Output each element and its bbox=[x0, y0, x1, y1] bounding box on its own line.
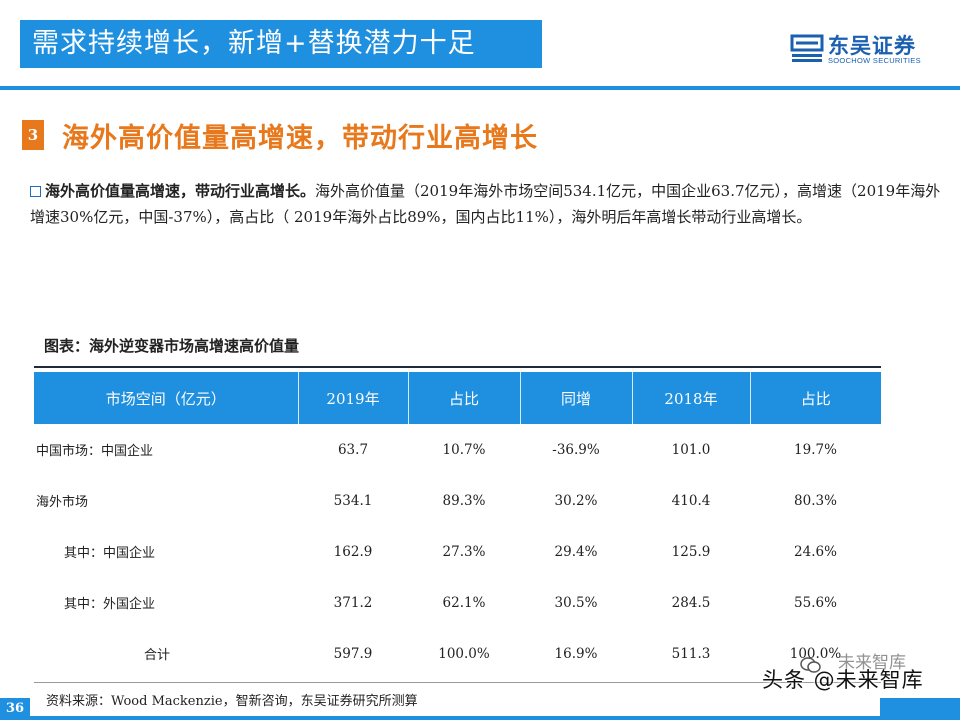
source-note: 资料来源：Wood Mackenzie，智新咨询，东吴证券研究所测算 bbox=[46, 694, 418, 709]
row-label: 其中：中国企业 bbox=[64, 546, 156, 561]
table-cell: 30.2% bbox=[554, 492, 598, 509]
table-cell: 30.5% bbox=[554, 594, 598, 611]
paragraph-lead: 海外高价值量高增速，带动行业高增长。 bbox=[45, 182, 316, 200]
column-header: 占比 bbox=[408, 372, 521, 424]
table-row: 其中：外国企业 371.2 62.1% 30.5% 284.5 55.6% bbox=[34, 577, 881, 628]
table-cell: 100.0% bbox=[438, 645, 490, 662]
row-label: 其中：外国企业 bbox=[64, 597, 156, 612]
table-cell: 371.2 bbox=[333, 594, 373, 611]
table-cell: 27.3% bbox=[442, 543, 486, 560]
watermark-faint: 未来智库 bbox=[838, 653, 906, 673]
section-number-badge: 3 bbox=[22, 120, 44, 150]
table-cell: 63.7 bbox=[337, 441, 369, 458]
footer-bar bbox=[30, 716, 880, 720]
table-header-row: 市场空间（亿元） 2019年 占比 同增 2018年 占比 bbox=[34, 372, 881, 424]
table-cell: 80.3% bbox=[794, 492, 837, 509]
column-header: 占比 bbox=[750, 372, 881, 424]
logo-english-name: SOOCHOW SECURITIES bbox=[828, 56, 921, 65]
summary-paragraph: 海外高价值量高增速，带动行业高增长。海外高价值量（2019年海外市场空间534.… bbox=[30, 178, 950, 230]
table-row: 中国市场：中国企业 63.7 10.7% -36.9% 101.0 19.7% bbox=[34, 424, 881, 475]
paragraph-body: 海外高价值量（2019年海外市场空间534.1亿元，中国企业63.7亿元），高增… bbox=[30, 182, 941, 226]
table-cell: 24.6% bbox=[794, 543, 837, 560]
company-logo: 东吴证券 SOOCHOW SECURITIES bbox=[790, 26, 950, 70]
table-cell: 101.0 bbox=[671, 441, 711, 458]
table-cell: 62.1% bbox=[442, 594, 486, 611]
market-table: 市场空间（亿元） 2019年 占比 同增 2018年 占比 中国市场：中国企业 … bbox=[34, 372, 881, 679]
header-divider bbox=[0, 86, 960, 90]
table-row: 其中：中国企业 162.9 27.3% 29.4% 125.9 24.6% bbox=[34, 526, 881, 577]
page-title: 需求持续增长，新增+替换潜力十足 bbox=[20, 20, 542, 68]
table-cell: 597.9 bbox=[333, 645, 373, 662]
figure-divider bbox=[34, 366, 881, 368]
table-cell: 55.6% bbox=[794, 594, 837, 611]
table-cell: 16.9% bbox=[554, 645, 598, 662]
footer-bar-right bbox=[880, 698, 960, 720]
table-row: 合计 597.9 100.0% 16.9% 511.3 100.0% bbox=[34, 628, 881, 679]
checkbox-bullet-icon bbox=[30, 186, 41, 197]
wechat-icon bbox=[800, 657, 821, 673]
table-cell: 29.4% bbox=[554, 543, 598, 560]
table-cell: 125.9 bbox=[671, 543, 711, 560]
row-label: 合计 bbox=[144, 648, 171, 663]
table-cell: 89.3% bbox=[442, 492, 486, 509]
table-cell: -36.9% bbox=[552, 441, 600, 458]
watermark: 头条 @未来智库 bbox=[762, 668, 924, 692]
table-cell: 10.7% bbox=[442, 441, 486, 458]
table-cell: 284.5 bbox=[671, 594, 711, 611]
column-header: 市场空间（亿元） bbox=[34, 372, 299, 424]
table-row: 海外市场 534.1 89.3% 30.2% 410.4 80.3% bbox=[34, 475, 881, 526]
column-header: 2018年 bbox=[632, 372, 751, 424]
row-label: 中国市场：中国企业 bbox=[36, 444, 154, 459]
table-cell: 162.9 bbox=[333, 543, 373, 560]
table-cell: 534.1 bbox=[333, 492, 373, 509]
column-header: 2019年 bbox=[298, 372, 409, 424]
column-header: 同增 bbox=[520, 372, 633, 424]
table-cell: 410.4 bbox=[671, 492, 711, 509]
table-cell: 511.3 bbox=[671, 645, 711, 662]
table-cell: 100.0% bbox=[789, 645, 842, 662]
table-cell: 19.7% bbox=[794, 441, 837, 458]
section-title: 海外高价值量高增速，带动行业高增长 bbox=[62, 123, 538, 154]
table-bottom-rule bbox=[34, 682, 881, 683]
page-number: 36 bbox=[0, 698, 30, 720]
logo-chinese-name: 东吴证券 bbox=[828, 34, 916, 58]
figure-title: 图表：海外逆变器市场高增速高价值量 bbox=[44, 337, 300, 355]
logo-mark-icon bbox=[790, 34, 824, 62]
row-label: 海外市场 bbox=[36, 495, 89, 510]
